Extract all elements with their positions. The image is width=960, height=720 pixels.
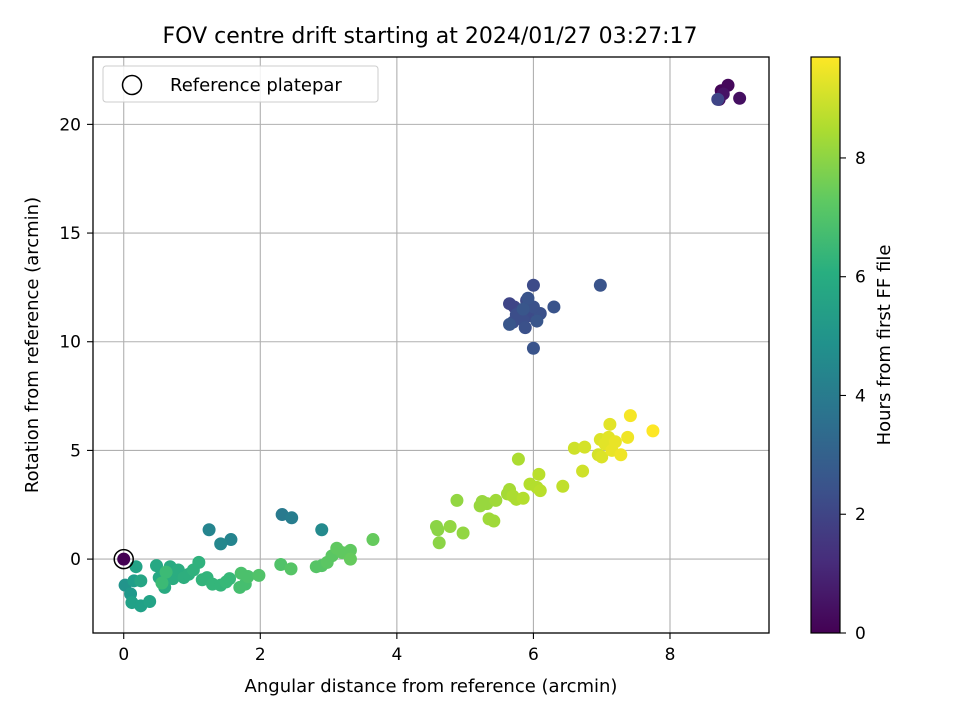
data-point xyxy=(603,417,617,431)
data-point xyxy=(274,558,288,572)
data-point xyxy=(224,533,238,547)
x-tick-label: 8 xyxy=(665,645,676,665)
colorbar-tick-label: 4 xyxy=(855,386,866,406)
data-point xyxy=(456,526,470,540)
data-point xyxy=(532,467,546,481)
data-point xyxy=(223,572,237,586)
data-point xyxy=(511,452,525,466)
data-point xyxy=(614,448,628,462)
grid xyxy=(93,57,769,633)
data-point xyxy=(134,574,148,588)
data-point xyxy=(150,559,164,573)
data-point xyxy=(516,491,530,505)
data-point xyxy=(143,594,157,608)
legend-reference-marker xyxy=(121,74,143,96)
y-tick-label: 15 xyxy=(59,224,81,244)
data-point xyxy=(432,536,446,550)
data-point xyxy=(711,92,725,106)
data-point xyxy=(526,341,540,355)
data-point xyxy=(192,555,206,569)
chart-title: FOV centre drift starting at 2024/01/27 … xyxy=(163,24,698,49)
x-tick-label: 6 xyxy=(528,645,539,665)
data-point xyxy=(252,568,266,582)
data-point xyxy=(443,519,457,533)
data-point xyxy=(159,565,173,579)
data-point xyxy=(284,562,298,576)
data-point xyxy=(202,523,216,537)
data-point xyxy=(578,440,592,454)
data-point xyxy=(567,441,581,455)
colorbar-label: Hours from first FF file xyxy=(874,245,895,446)
data-point xyxy=(214,537,228,551)
scatter-points xyxy=(118,78,747,613)
y-tick-label: 5 xyxy=(70,441,81,461)
data-point xyxy=(285,511,299,525)
data-point xyxy=(450,493,464,507)
legend: Reference platepar xyxy=(102,65,379,103)
data-point xyxy=(516,302,530,316)
y-tick-label: 0 xyxy=(70,550,81,570)
legend-entry-reference: Reference platepar xyxy=(170,75,342,96)
data-point xyxy=(315,523,329,537)
data-point xyxy=(595,450,609,464)
data-point xyxy=(241,569,255,583)
data-point xyxy=(518,321,532,335)
data-point xyxy=(576,464,590,478)
y-axis-label: Rotation from reference (arcmin) xyxy=(22,197,43,493)
colorbar-tick-label: 8 xyxy=(855,149,866,169)
data-point xyxy=(521,291,535,305)
x-axis-ticks: 0 2 4 6 8 xyxy=(118,633,675,665)
legend-box xyxy=(102,65,379,103)
data-point xyxy=(533,484,547,498)
data-point xyxy=(366,533,380,547)
data-point xyxy=(547,300,561,314)
data-point xyxy=(593,278,607,292)
data-point xyxy=(343,552,357,566)
y-axis-ticks: 0 5 10 15 20 xyxy=(59,115,93,570)
x-tick-label: 0 xyxy=(118,645,129,665)
x-tick-label: 4 xyxy=(391,645,402,665)
colorbar-ticks: 0 2 4 6 8 xyxy=(840,149,866,644)
data-point xyxy=(733,91,747,105)
y-tick-label: 10 xyxy=(59,333,81,353)
data-point xyxy=(621,430,635,444)
data-point xyxy=(623,409,637,423)
data-point xyxy=(431,523,445,537)
data-point xyxy=(608,435,622,449)
colorbar: 0 2 4 6 8 Hours from first FF file xyxy=(810,56,895,644)
data-point xyxy=(526,278,540,292)
reference-point-marker xyxy=(113,548,134,570)
data-point xyxy=(556,479,570,493)
data-point xyxy=(129,560,143,574)
colorbar-tick-label: 2 xyxy=(855,505,866,525)
data-point xyxy=(503,317,517,331)
data-point xyxy=(646,424,660,438)
data-point xyxy=(487,514,501,528)
reference-point-fill xyxy=(117,552,131,566)
data-point xyxy=(489,493,503,507)
colorbar-tick-label: 6 xyxy=(855,268,866,288)
data-point xyxy=(155,576,169,590)
x-tick-label: 2 xyxy=(255,645,266,665)
y-tick-label: 20 xyxy=(59,115,81,135)
data-point xyxy=(530,314,544,328)
x-axis-label: Angular distance from reference (arcmin) xyxy=(245,676,618,697)
reference-layer xyxy=(113,548,134,570)
colorbar-gradient xyxy=(810,56,841,634)
plot-frame xyxy=(92,56,770,634)
colorbar-tick-label: 0 xyxy=(855,624,866,644)
